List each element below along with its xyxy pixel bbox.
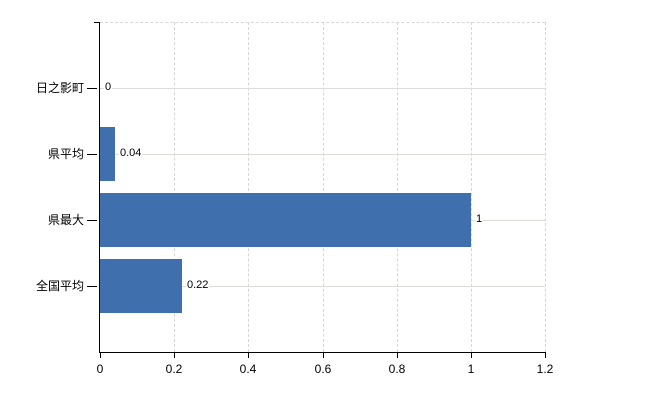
gridline-vertical xyxy=(323,22,324,352)
x-tick-label: 1 xyxy=(467,362,475,376)
x-tick-label: 0.2 xyxy=(165,362,183,376)
x-axis-line xyxy=(99,352,546,353)
x-axis-tick xyxy=(545,353,546,358)
bar xyxy=(100,193,471,247)
gridline-vertical xyxy=(545,22,546,352)
x-axis-tick xyxy=(248,353,249,358)
y-axis-tick xyxy=(87,154,97,155)
y-axis-end-tick xyxy=(94,22,100,23)
y-axis-tick xyxy=(87,286,97,287)
gridline-vertical xyxy=(248,22,249,352)
y-axis-line xyxy=(99,22,100,353)
bar-value-label: 0.22 xyxy=(186,279,210,292)
x-tick-label: 0.4 xyxy=(239,362,257,376)
bar-value-label: 1 xyxy=(475,213,484,226)
bar-value-label: 0.04 xyxy=(119,147,143,160)
category-label: 全国平均 xyxy=(35,279,84,293)
x-axis-tick xyxy=(397,353,398,358)
bar-value-label: 0 xyxy=(104,81,113,94)
gridline-horizontal xyxy=(100,154,545,155)
x-tick-label: 0.8 xyxy=(388,362,406,376)
x-axis-tick xyxy=(100,353,101,358)
bar xyxy=(100,259,182,313)
y-axis-tick xyxy=(87,88,97,89)
category-label: 県最大 xyxy=(47,213,84,227)
x-tick-label: 1.2 xyxy=(536,362,554,376)
gridline-vertical xyxy=(397,22,398,352)
x-tick-label: 0.6 xyxy=(314,362,332,376)
x-tick-label: 0 xyxy=(96,362,104,376)
gridline-vertical xyxy=(174,22,175,352)
x-axis-tick xyxy=(174,353,175,358)
gridline-vertical xyxy=(471,22,472,352)
category-label: 日之影町 xyxy=(35,81,84,95)
y-axis-tick xyxy=(87,220,97,221)
gridline-horizontal xyxy=(100,88,545,89)
category-label: 県平均 xyxy=(47,147,84,161)
x-axis-tick xyxy=(323,353,324,358)
gridline-top xyxy=(100,22,545,23)
x-axis-tick xyxy=(471,353,472,358)
bar xyxy=(100,127,115,181)
gridline-horizontal xyxy=(100,286,545,287)
